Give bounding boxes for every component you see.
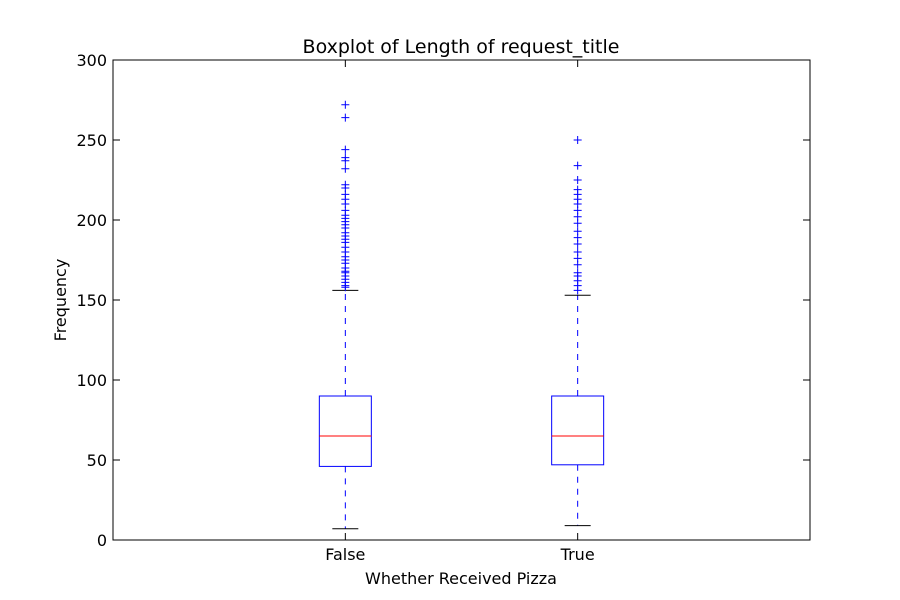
box-false xyxy=(318,100,372,530)
outlier-point xyxy=(341,153,350,162)
outlier-point xyxy=(573,268,582,277)
box-true xyxy=(551,136,605,527)
outlier-point xyxy=(573,248,582,256)
plot-area xyxy=(318,100,605,530)
y-tick-label: 100 xyxy=(76,371,107,390)
y-tick-label: 300 xyxy=(76,51,107,70)
iqr-box xyxy=(551,395,605,466)
outlier-point xyxy=(341,113,350,122)
outlier-point xyxy=(341,180,350,189)
outlier-point xyxy=(341,100,350,109)
axes: 0 50 100 150 200 250 300 False True xyxy=(76,51,810,564)
outlier-point xyxy=(573,136,582,144)
chart-title: Boxplot of Length of request_title xyxy=(303,36,620,58)
x-tick-label: True xyxy=(560,545,595,564)
outlier-point xyxy=(573,176,582,184)
y-tick-label: 250 xyxy=(76,131,107,150)
y-tick-label: 0 xyxy=(97,531,107,550)
outlier-point xyxy=(573,227,582,236)
y-tick-label: 150 xyxy=(76,291,107,310)
iqr-box xyxy=(318,395,372,467)
outlier-point xyxy=(573,161,582,170)
outlier-point xyxy=(341,145,350,154)
y-axis-label: Frequency xyxy=(51,259,70,342)
axes-frame xyxy=(112,59,811,541)
y-tick-label: 50 xyxy=(87,451,107,470)
x-tick-label: False xyxy=(325,545,365,564)
x-axis-label: Whether Received Pizza xyxy=(365,569,557,588)
y-tick-label: 200 xyxy=(76,211,107,230)
outlier-point xyxy=(341,164,350,173)
outlier-point xyxy=(573,185,582,194)
